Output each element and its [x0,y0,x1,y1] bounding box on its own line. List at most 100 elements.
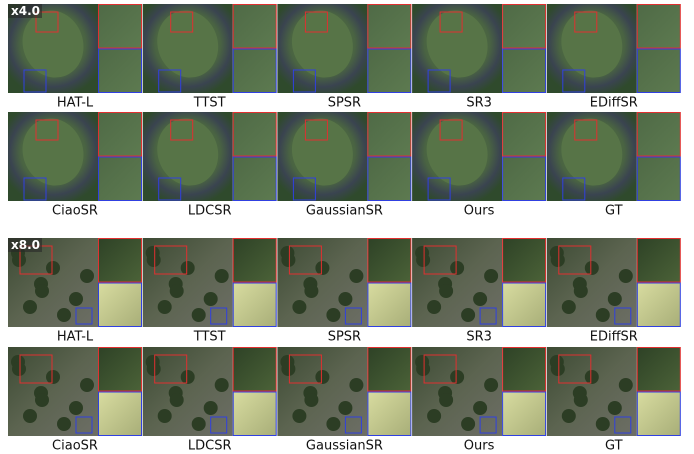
image-cell: SR3 [412,238,545,345]
inset-blue [637,49,680,93]
inset-red [99,113,142,157]
method-label: SPSR [328,96,361,111]
inset-red [99,239,142,283]
inset-red [503,5,546,49]
figure: HAT-L TTST SPSR SR3 EDiffSR CiaoSR LDCSR Gaussi… [0,0,694,454]
tree [46,370,60,384]
tree [80,378,94,392]
tree [450,370,464,384]
tree [35,393,49,407]
tree [562,300,576,314]
inset-blue [368,157,411,201]
inset-red [99,5,142,49]
image-cell: CiaoSR [8,347,142,454]
inset-blue [503,157,546,201]
inset-red [233,348,276,392]
inset-red [233,113,276,157]
image-cell: TTST [143,2,277,111]
inset-red [503,113,546,157]
inset-blue [368,392,411,436]
tree [484,269,498,283]
inset-red [99,348,142,392]
tree [484,378,498,392]
tree [215,269,229,283]
image-cell: SPSR [277,2,411,111]
tree [551,253,565,267]
method-label: LDCSR [188,439,232,454]
method-label: Ours [464,439,495,454]
tree [69,292,83,306]
inset-blue [99,49,142,93]
method-label: SR3 [466,96,492,111]
inset-blue [637,157,680,201]
method-label: GT [605,204,623,219]
inset-red [368,5,411,49]
inset-red [503,348,546,392]
image-cell: GaussianSR [277,347,411,454]
image-cell: GT [547,110,681,219]
tree [473,401,487,415]
tree [158,300,172,314]
tree [596,417,610,431]
tree [338,292,352,306]
inset-blue [233,49,276,93]
tree [608,292,622,306]
tree [427,409,441,423]
method-label: Ours [464,204,495,219]
tree [204,401,218,415]
inset-red [368,113,411,157]
tree [292,409,306,423]
tree [349,269,363,283]
inset-red [233,239,276,283]
image-cell: SPSR [277,238,411,345]
tree [574,393,588,407]
tree [57,308,71,322]
tree [170,393,184,407]
tree [192,308,206,322]
tree [304,284,318,298]
inset-red [637,5,680,49]
inset-blue [233,157,276,201]
method-label: EDiffSR [590,96,638,111]
image-cell: GaussianSR [277,110,411,219]
tree [619,378,633,392]
method-label: TTST [193,330,226,345]
method-label: CiaoSR [52,204,98,219]
inset-blue [503,392,546,436]
inset-blue [637,283,680,327]
tree [69,401,83,415]
inset-blue [368,49,411,93]
tree [450,261,464,275]
image-cell: LDCSR [143,347,277,454]
method-label: EDiffSR [590,330,638,345]
inset-red [637,239,680,283]
method-label: HAT-L [57,96,94,111]
tree [326,308,340,322]
inset-blue [233,283,276,327]
tree [608,401,622,415]
image-cell: CiaoSR [8,110,142,219]
tree [439,393,453,407]
image-cell: GT [547,347,681,454]
tree [461,308,475,322]
method-label: SR3 [466,330,492,345]
scale-label: x4.0 [11,4,40,18]
tree [585,261,599,275]
tree [12,253,26,267]
tree [326,417,340,431]
inset-red [637,113,680,157]
inset-blue [637,392,680,436]
method-label: GT [605,439,623,454]
tree [35,284,49,298]
tree [46,261,60,275]
tree [596,308,610,322]
tree [551,362,565,376]
inset-blue [99,157,142,201]
tree [473,292,487,306]
tree [574,284,588,298]
image-cell: TTST [143,238,277,345]
image-cell: EDiffSR [547,2,681,111]
method-label: SPSR [328,330,361,345]
method-label: CiaoSR [52,439,98,454]
tree [619,269,633,283]
